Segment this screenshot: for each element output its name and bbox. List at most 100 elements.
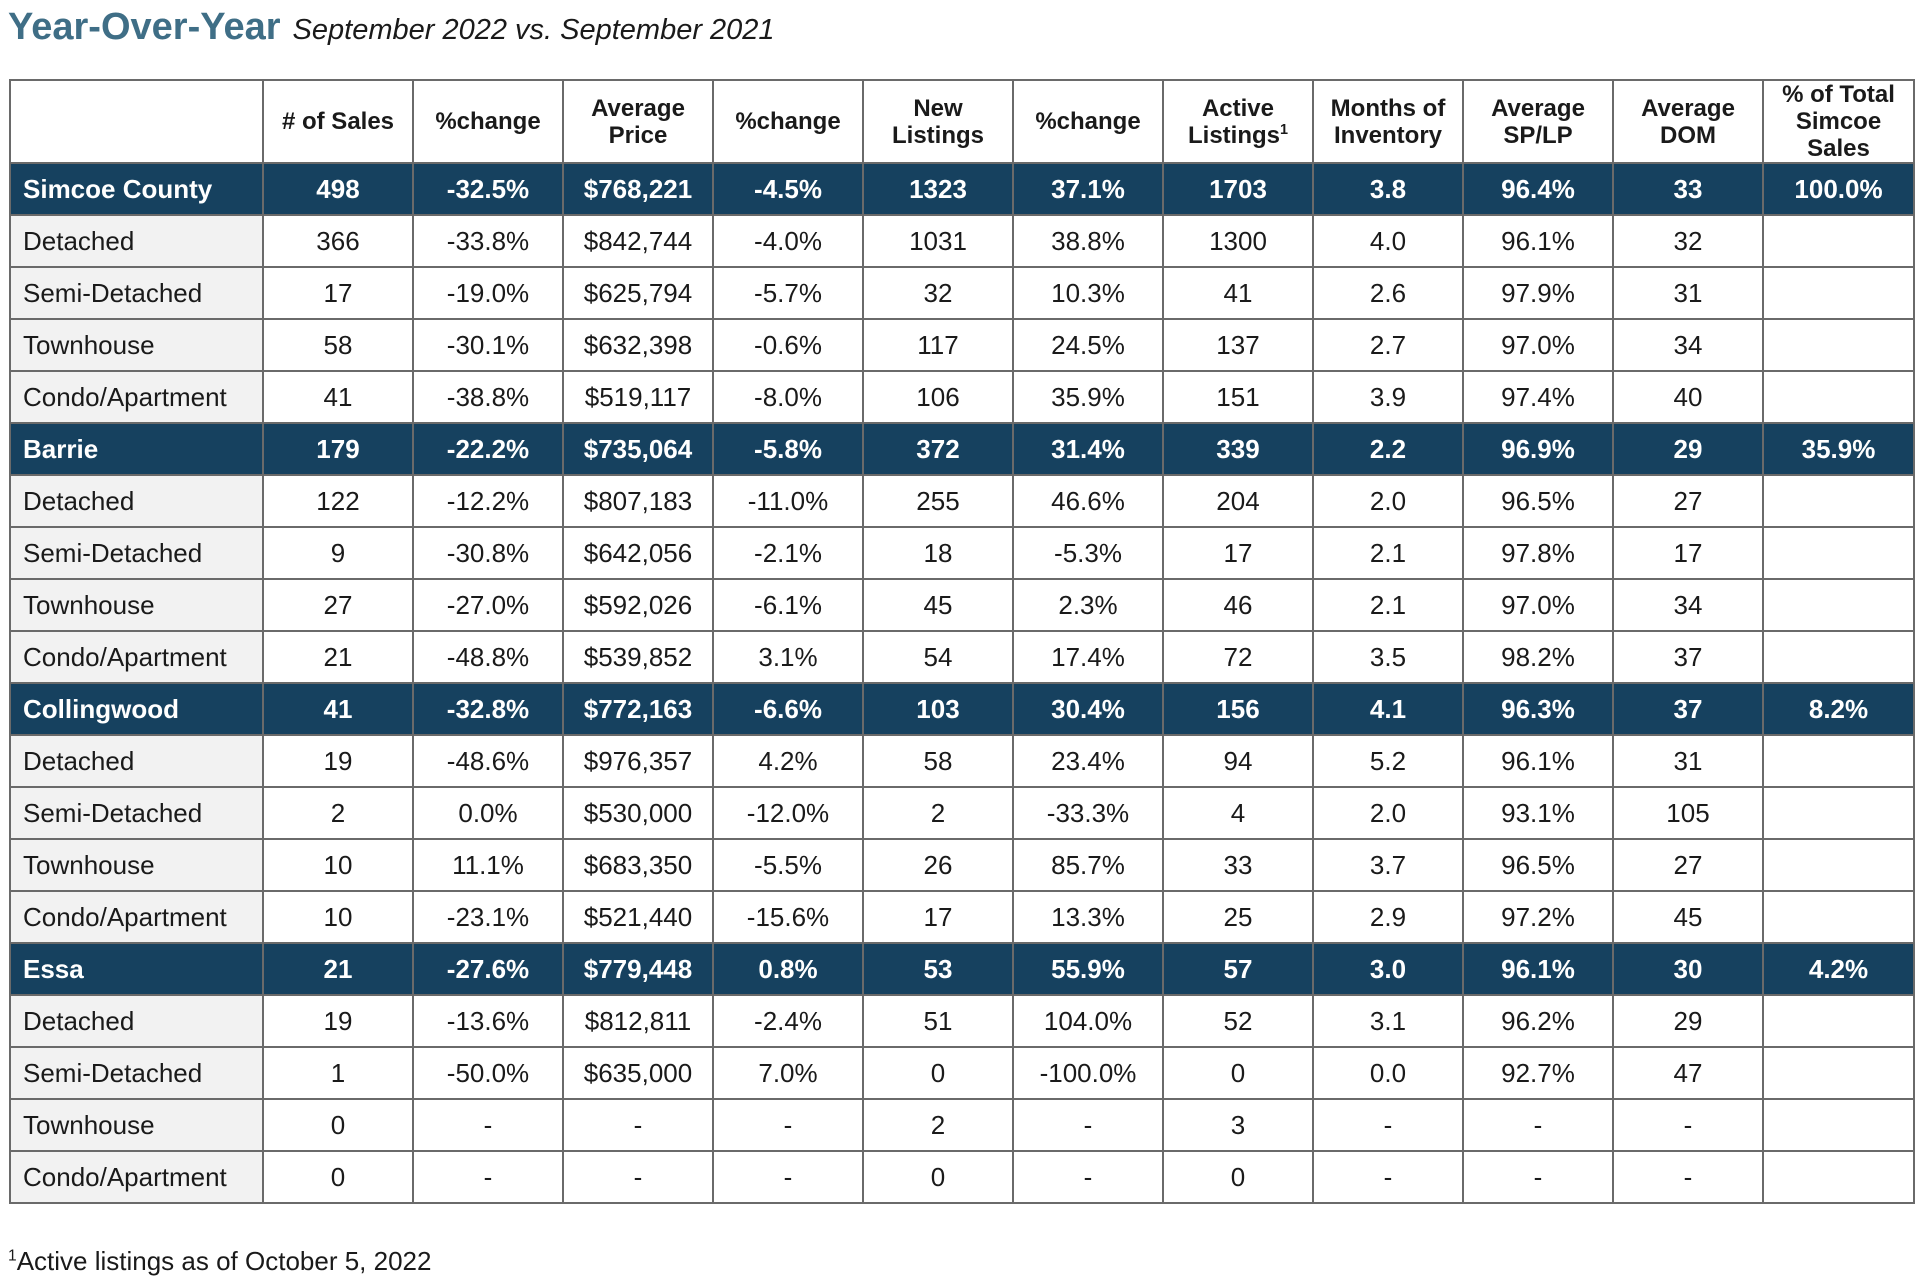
- column-header-blank: [9, 79, 264, 164]
- table-cell: [1762, 318, 1915, 372]
- table-cell: -19.0%: [412, 266, 564, 320]
- table-cell: [1762, 578, 1915, 632]
- table-cell: [1762, 1046, 1915, 1100]
- table-cell: 34: [1612, 318, 1764, 372]
- column-header: Active Listings1: [1162, 79, 1314, 164]
- table-cell: 21: [262, 630, 414, 684]
- table-body: Simcoe County 498 -32.5% $768,221 -4.5% 1323 3…: [9, 162, 1915, 1204]
- table-cell: 106: [862, 370, 1014, 424]
- property-type-cell: Detached: [9, 734, 264, 788]
- table-cell: $521,440: [562, 890, 714, 944]
- table-cell: -50.0%: [412, 1046, 564, 1100]
- table-cell: 32: [1612, 214, 1764, 268]
- table-cell: 100.0%: [1762, 162, 1915, 216]
- table-cell: 2.3%: [1012, 578, 1164, 632]
- table-cell: 3: [1162, 1098, 1314, 1152]
- table-cell: $735,064: [562, 422, 714, 476]
- page-title: Year-Over-Year: [8, 6, 281, 48]
- table-cell: 179: [262, 422, 414, 476]
- table-cell: $539,852: [562, 630, 714, 684]
- table-cell: 17: [262, 266, 414, 320]
- table-cell: 38.8%: [1012, 214, 1164, 268]
- table-cell: 105: [1612, 786, 1764, 840]
- table-cell: 23.4%: [1012, 734, 1164, 788]
- table-cell: 24.5%: [1012, 318, 1164, 372]
- table-cell: -: [1012, 1098, 1164, 1152]
- table-cell: 0: [1162, 1046, 1314, 1100]
- table-cell: [1762, 266, 1915, 320]
- property-type-row: Condo/Apartment 41 -38.8% $519,117 -8.0% 106 3…: [9, 370, 1915, 424]
- table-cell: 26: [862, 838, 1014, 892]
- table-cell: [1762, 994, 1915, 1048]
- property-type-row: Detached 19 -13.6% $812,811 -2.4% 51 104.0% 52 3…: [9, 994, 1915, 1048]
- property-type-row: Semi-Detached 1 -50.0% $635,000 7.0% 0 -100.0%…: [9, 1046, 1915, 1100]
- table-cell: -27.6%: [412, 942, 564, 996]
- table-cell: 31: [1612, 266, 1764, 320]
- table-cell: -: [712, 1150, 864, 1204]
- table-cell: -: [1612, 1150, 1764, 1204]
- column-header-label: % of Total Simcoe Sales: [1782, 81, 1895, 162]
- page-subtitle: September 2022 vs. September 2021: [292, 14, 775, 46]
- table-cell: 2.1: [1312, 578, 1464, 632]
- table-cell: 0.0%: [412, 786, 564, 840]
- table-cell: -12.0%: [712, 786, 864, 840]
- table-cell: 97.2%: [1462, 890, 1614, 944]
- table-cell: 2: [862, 786, 1014, 840]
- table-cell: 2.7: [1312, 318, 1464, 372]
- table-cell: $976,357: [562, 734, 714, 788]
- table-cell: 1703: [1162, 162, 1314, 216]
- table-cell: 1323: [862, 162, 1014, 216]
- column-header-label: Average Price: [591, 94, 685, 149]
- table-cell: 5.2: [1312, 734, 1464, 788]
- table-cell: 97.4%: [1462, 370, 1614, 424]
- property-type-row: Detached 122 -12.2% $807,183 -11.0% 255 46.6% 2…: [9, 474, 1915, 528]
- table-cell: 0: [262, 1150, 414, 1204]
- table-cell: 11.1%: [412, 838, 564, 892]
- property-type-row: Townhouse 58 -30.1% $632,398 -0.6% 117 24.5% 13…: [9, 318, 1915, 372]
- table-cell: $642,056: [562, 526, 714, 580]
- table-cell: 30: [1612, 942, 1764, 996]
- column-header: Average Price: [562, 79, 714, 164]
- property-type-row: Townhouse 0- - -2-3- - -: [9, 1098, 1915, 1152]
- table-cell: 96.5%: [1462, 474, 1614, 528]
- table-cell: -38.8%: [412, 370, 564, 424]
- table-cell: 4.0: [1312, 214, 1464, 268]
- table-cell: 35.9%: [1012, 370, 1164, 424]
- table-cell: $807,183: [562, 474, 714, 528]
- table-cell: 3.9: [1312, 370, 1464, 424]
- table-cell: -6.6%: [712, 682, 864, 736]
- table-cell: $812,811: [562, 994, 714, 1048]
- table-cell: -22.2%: [412, 422, 564, 476]
- table-cell: 45: [862, 578, 1014, 632]
- table-cell: 9: [262, 526, 414, 580]
- table-cell: 137: [1162, 318, 1314, 372]
- table-cell: -5.3%: [1012, 526, 1164, 580]
- column-header-label: Active Listings: [1187, 94, 1280, 149]
- table-cell: [1762, 1098, 1915, 1152]
- table-cell: 3.1: [1312, 994, 1464, 1048]
- column-header-label: Average SP/LP: [1491, 94, 1585, 149]
- table-cell: -: [1462, 1150, 1614, 1204]
- table-cell: 25: [1162, 890, 1314, 944]
- table-cell: 151: [1162, 370, 1314, 424]
- table-cell: [1762, 370, 1915, 424]
- table-cell: 46.6%: [1012, 474, 1164, 528]
- table-cell: 255: [862, 474, 1014, 528]
- property-type-cell: Condo/Apartment: [9, 890, 264, 944]
- property-type-row: Condo/Apartment 10 -23.1% $521,440 -15.6% 17 1…: [9, 890, 1915, 944]
- table-cell: 4.1: [1312, 682, 1464, 736]
- column-header-label: Months of Inventory: [1330, 94, 1446, 149]
- table-cell: 27: [262, 578, 414, 632]
- table-cell: $635,000: [562, 1046, 714, 1100]
- region-name-cell: Barrie: [9, 422, 264, 476]
- region-name-cell: Collingwood: [9, 682, 264, 736]
- table-cell: 96.1%: [1462, 734, 1614, 788]
- table-cell: 3.0: [1312, 942, 1464, 996]
- table-cell: 29: [1612, 422, 1764, 476]
- table-cell: 339: [1162, 422, 1314, 476]
- table-cell: 85.7%: [1012, 838, 1164, 892]
- property-type-cell: Detached: [9, 214, 264, 268]
- table-cell: 0.0: [1312, 1046, 1464, 1100]
- table-cell: 34: [1612, 578, 1764, 632]
- table-cell: -15.6%: [712, 890, 864, 944]
